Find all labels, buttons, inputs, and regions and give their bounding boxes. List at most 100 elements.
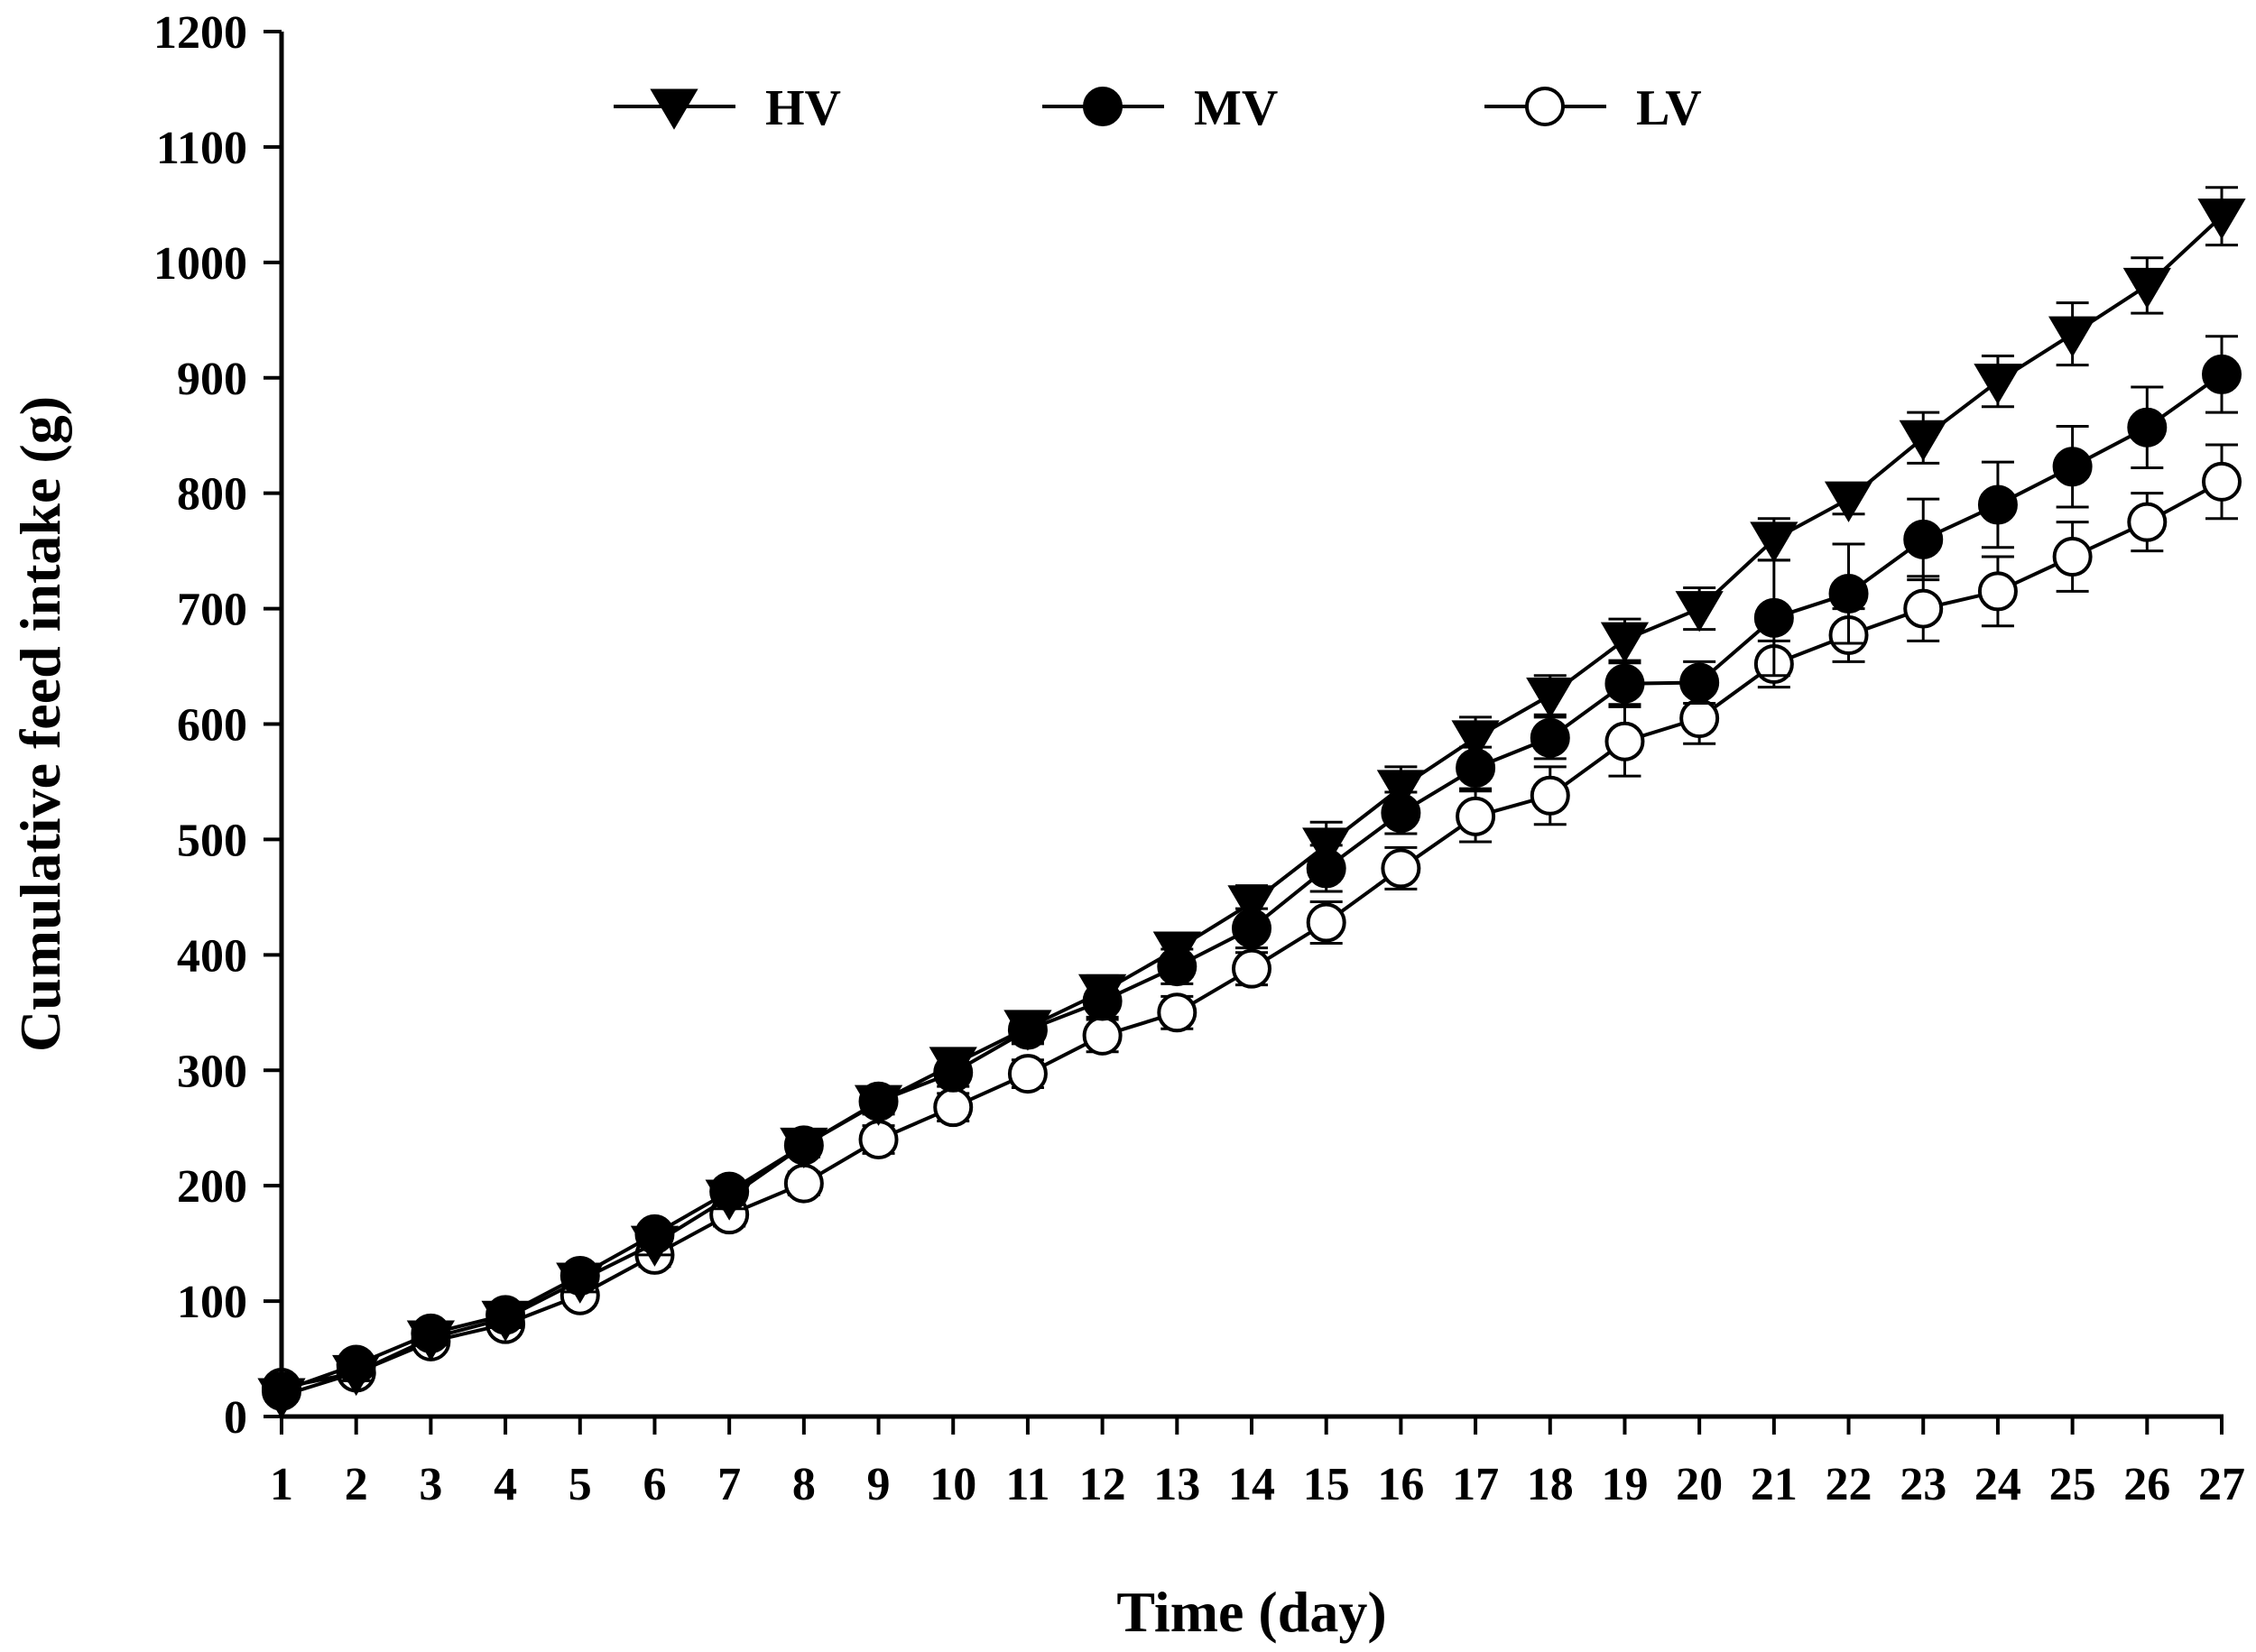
y-axis-ticks: 0 100 200 300 400 500 600 700 800 900 1000 1100 1200 [153, 7, 282, 1444]
x-tick-label: 26 [2123, 1459, 2170, 1510]
x-tick-label: 19 [1601, 1459, 1648, 1510]
y-axis-title: Cumulative feed intake (g) [8, 396, 72, 1052]
legend-marker-mv [1083, 87, 1123, 126]
data-point-hv [1750, 521, 1798, 563]
data-point-hv [630, 1225, 680, 1267]
data-point-hv [1526, 678, 1575, 719]
y-tick-label: 800 [177, 469, 247, 521]
data-point-hv [1227, 885, 1276, 927]
x-tick-label: 17 [1452, 1459, 1499, 1510]
y-tick-label: 200 [177, 1161, 247, 1213]
x-tick-label: 6 [643, 1459, 666, 1510]
data-point-lv [933, 1087, 974, 1128]
data-point-lv [858, 1120, 899, 1159]
data-point-mv [2052, 447, 2093, 487]
x-tick-label: 8 [792, 1459, 816, 1510]
series-hv [257, 186, 2246, 1419]
y-tick-label: 400 [177, 930, 247, 982]
axes [279, 32, 2224, 1419]
data-point-hv [481, 1300, 530, 1343]
data-point-hv [2197, 198, 2246, 240]
x-tick-label: 21 [1751, 1459, 1798, 1510]
x-tick-label: 22 [1826, 1459, 1872, 1510]
data-point-hv [2048, 316, 2097, 357]
y-tick-label: 100 [177, 1277, 247, 1328]
y-tick-label: 900 [177, 354, 247, 405]
data-point-hv [1376, 770, 1426, 811]
data-point-hv [406, 1320, 456, 1361]
data-point-lv [2127, 502, 2168, 542]
data-point-mv [1903, 519, 1944, 559]
y-tick-label: 600 [177, 700, 247, 752]
data-point-hv [2122, 267, 2171, 309]
x-tick-label: 14 [1228, 1459, 1275, 1510]
data-point-mv [1530, 717, 1570, 758]
x-tick-label: 11 [1005, 1459, 1049, 1510]
legend-marker-lv [1525, 87, 1565, 126]
y-tick-label: 700 [177, 585, 247, 636]
x-axis-ticks: 1 2 3 4 5 6 7 8 9 10 11 12 13 14 15 16 17 18 19 20 21 22 23 24 2… [270, 1417, 2245, 1510]
data-point-mv [1679, 662, 1720, 703]
x-tick-label: 2 [345, 1459, 368, 1510]
data-point-hv [780, 1127, 828, 1169]
data-point-mv [2202, 354, 2242, 394]
x-tick-label: 18 [1527, 1459, 1574, 1510]
data-point-hv [854, 1084, 903, 1126]
data-point-hv [1974, 364, 2022, 405]
x-tick-label: 27 [2198, 1459, 2245, 1510]
data-point-lv [1381, 848, 1421, 889]
data-point-hv [1899, 420, 1947, 462]
data-point-mv [1753, 597, 1794, 638]
data-point-lv [1232, 948, 1271, 989]
data-point-hv [1824, 481, 1873, 522]
data-point-mv [1828, 573, 1869, 614]
data-point-hv [1003, 1010, 1052, 1051]
legend-label-hv: HV [765, 80, 841, 136]
x-tick-label: 20 [1676, 1459, 1723, 1510]
data-point-hv [1152, 931, 1201, 973]
x-axis-title: Time (day) [1116, 1580, 1386, 1644]
x-tick-label: 1 [270, 1459, 293, 1510]
data-point-hv [332, 1354, 381, 1397]
data-point-lv [1456, 796, 1496, 836]
data-point-lv [783, 1163, 824, 1204]
y-tick-label: 1200 [153, 7, 247, 59]
data-point-lv [2052, 537, 2093, 577]
legend-item-lv: LV [1484, 80, 1702, 136]
data-point-hv [1302, 827, 1351, 869]
legend-marker-hv [650, 88, 698, 130]
data-point-lv [1007, 1054, 1048, 1094]
data-point-hv [556, 1262, 605, 1304]
x-tick-label: 25 [2049, 1459, 2096, 1510]
data-point-hv [929, 1047, 977, 1088]
x-tick-label: 13 [1153, 1459, 1200, 1510]
data-point-hv [1675, 591, 1724, 632]
x-tick-label: 12 [1079, 1459, 1126, 1510]
x-tick-label: 4 [494, 1459, 517, 1510]
x-tick-label: 23 [1900, 1459, 1946, 1510]
x-tick-label: 9 [867, 1459, 891, 1510]
legend-item-mv: MV [1042, 80, 1278, 136]
y-tick-label: 300 [177, 1046, 247, 1097]
data-point-hv [257, 1378, 306, 1419]
data-point-hv [1451, 720, 1500, 761]
data-point-lv [1157, 992, 1197, 1033]
x-tick-label: 24 [1974, 1459, 2021, 1510]
data-point-lv [1530, 775, 1570, 816]
x-tick-label: 3 [419, 1459, 442, 1510]
data-point-lv [1306, 902, 1346, 943]
data-point-mv [1604, 663, 1645, 704]
data-point-lv [1082, 1015, 1123, 1056]
x-tick-label: 16 [1377, 1459, 1424, 1510]
data-point-mv [2127, 407, 2168, 448]
x-tick-label: 7 [717, 1459, 741, 1510]
data-point-lv [1604, 721, 1645, 761]
series-mv [262, 335, 2242, 1411]
x-tick-label: 10 [929, 1459, 976, 1510]
y-tick-label: 500 [177, 815, 247, 866]
y-tick-label: 0 [224, 1392, 247, 1444]
legend-label-lv: LV [1636, 80, 1702, 136]
series-line-hv [281, 215, 2224, 1398]
